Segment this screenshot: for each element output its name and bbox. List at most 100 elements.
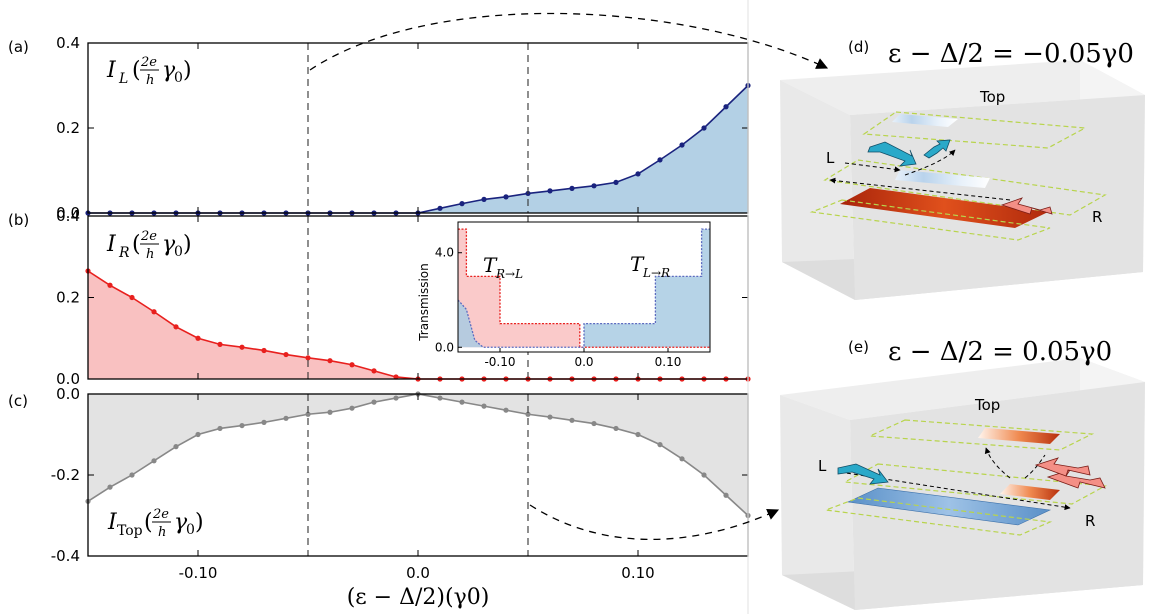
panel-0-point [481, 196, 487, 202]
panel-1-point [393, 374, 399, 380]
panel-e-top-density [978, 428, 1060, 444]
panel-0-point [459, 201, 465, 207]
panel-0-area [88, 85, 748, 213]
panel-d-box-front [850, 95, 1145, 300]
panel-e-bottom-strip [846, 487, 1052, 526]
panel-d-title: ε − Δ/2 = −0.05γ0 [888, 39, 1134, 69]
panel-2-point [657, 442, 663, 448]
ylabel-a-sub: L [118, 71, 128, 87]
panel-1-point [371, 368, 377, 374]
panel-e-label: (e) [848, 338, 869, 356]
panel-2-point [679, 456, 685, 462]
panel-2-area [88, 394, 748, 516]
arrow-to-d [309, 12, 829, 71]
panel-1-point [195, 335, 201, 341]
panel-2-point [151, 458, 157, 464]
panel-1-point [283, 351, 289, 358]
ylabel-b-gsub: 0 [174, 244, 183, 260]
panel-2-point [327, 409, 333, 415]
panel-d-cyan-arrow-in [867, 141, 917, 167]
panel-2-point [129, 472, 135, 478]
ylabel-a-num: 2e [140, 55, 157, 70]
panel-1-point [107, 282, 113, 288]
ylabel-a-close: ) [183, 58, 192, 83]
panel-1-point [327, 358, 333, 364]
panel-d-box-left [780, 80, 855, 300]
panel-0-point [679, 142, 685, 148]
panel-2-point [723, 492, 729, 498]
panel-e-l-label: L [818, 457, 827, 475]
panel-0-point [613, 179, 619, 185]
panel-d-label: (d) [848, 38, 869, 56]
panel-e-up-flow [984, 447, 1011, 479]
panel-0-ytick-label: 0.4 [56, 34, 80, 52]
panel-d-bottom-strip [840, 188, 1048, 228]
ylabel-b-num: 2e [140, 229, 157, 244]
panel-e-cyan-arrow [837, 463, 889, 485]
panel-d-pink-arrow [1000, 197, 1053, 215]
panel-2-xtick-label: -0.10 [179, 564, 218, 582]
inset-xtick-label: 0.10 [655, 355, 682, 369]
transmission-inset: 0.0 4.0 -0.10 0.0 0.10 [435, 221, 711, 369]
panel-e-box-top [780, 358, 1145, 420]
panel-2-point [481, 403, 487, 409]
panel-d-mid-lead [823, 159, 1107, 216]
panel-2-point [393, 395, 399, 401]
panel-1-point [173, 324, 179, 330]
panel-a-label: (a) [8, 38, 29, 56]
panel-2-point [173, 444, 179, 450]
ylabel-c-close: ) [195, 510, 204, 535]
panel-1-point [217, 341, 223, 347]
panel-0-point [701, 125, 707, 131]
panel-d-r-flow [829, 177, 1011, 201]
panel-d-up-flow [904, 149, 956, 176]
panel-1-point [151, 309, 157, 315]
panel-d-r-label: R [1092, 208, 1102, 226]
ylabel-c-main: I [107, 510, 118, 535]
panel-e-side-flow [1024, 454, 1046, 479]
panel-1-ytick-label: 0.4 [56, 207, 80, 225]
ylabel-b-main: I [106, 232, 117, 257]
panel-2-point [349, 405, 355, 411]
ylabel-b-den: h [146, 247, 154, 262]
panel-e-box-front [850, 382, 1145, 610]
panel-d-top-label: Top [979, 88, 1005, 106]
ylabel-a-open: ( [132, 58, 141, 83]
panel-1-point [349, 362, 355, 368]
x-axis-label: (ε − Δ/2)(γ0) [347, 585, 490, 610]
panel-d-top-density [892, 114, 958, 127]
panel-0-point [437, 205, 443, 211]
panel-e-top-lead [869, 419, 1095, 451]
panel-0-point [723, 104, 729, 110]
panel-d-l-label: L [826, 149, 835, 167]
panel-2-point [437, 395, 443, 401]
inset-xtick-label: 0.0 [574, 355, 593, 369]
ylabel-c-gamma: γ [174, 510, 188, 535]
panel-0-point [635, 171, 641, 177]
ylabel-c-open: ( [144, 510, 153, 535]
panel-0-point [503, 194, 509, 200]
panel-b-label: (b) [8, 211, 29, 229]
ylabel-a-gsub: 0 [174, 70, 183, 86]
ylabel-b-open: ( [132, 232, 141, 257]
panel-1-ytick-label: 0.2 [56, 289, 80, 307]
inset-label-trl: T R→L [483, 253, 523, 281]
inset-label-trl-sub: R→L [495, 267, 523, 281]
panel-0-ytick-label: 0.0 [56, 204, 80, 222]
panel-2-point [635, 431, 641, 438]
panel-2-point [107, 484, 113, 490]
panel-2-ytick-label: 0.0 [56, 385, 80, 403]
ylabel-b: I R ( 2e h γ 0 ) [106, 229, 192, 262]
ylabel-a: I L ( 2e h γ 0 ) [106, 55, 192, 88]
panel-2-point [613, 425, 619, 432]
panel-e-mid-density [1000, 484, 1060, 500]
panel-1-point [261, 347, 267, 354]
panel-0-ytick-label: 0.2 [56, 119, 80, 137]
panel-2-point [701, 472, 707, 478]
ylabel-c-sub: Top [117, 523, 143, 539]
ylabel-a-gamma: γ [162, 58, 176, 83]
panel-e-title: ε − Δ/2 = 0.05γ0 [888, 337, 1112, 367]
panel-2-ytick-label: -0.2 [51, 466, 80, 484]
inset-label-tlr: T L→R [630, 252, 670, 280]
